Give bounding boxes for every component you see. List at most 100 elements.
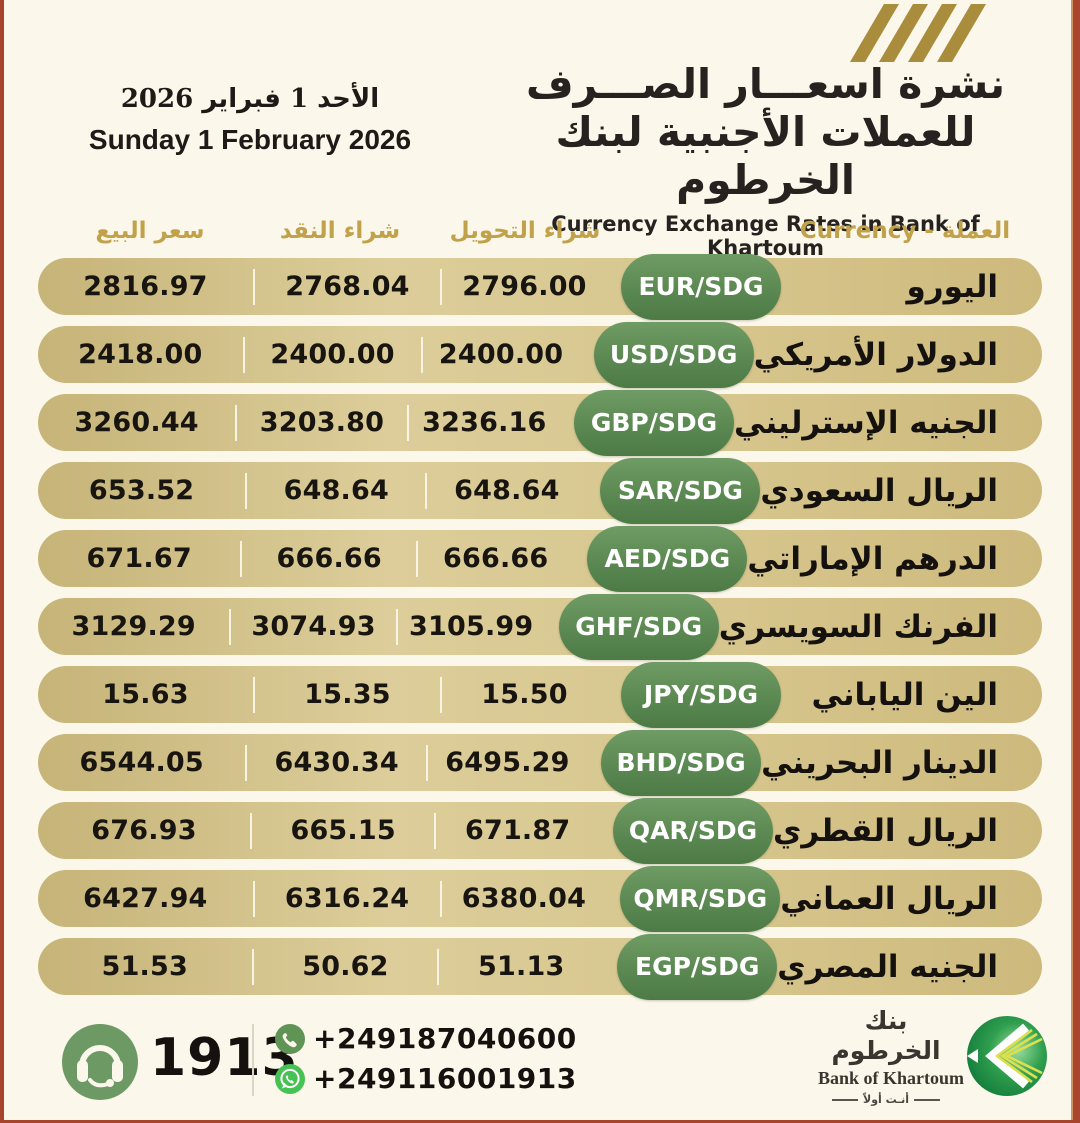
transfer-buy-value: 666.66 [443,543,549,574]
currency-code-badge: USD/SDG [593,321,754,388]
column-divider [240,540,243,577]
cash-buy-value: 15.35 [304,679,391,710]
whatsapp-number: +249116001913 [313,1062,577,1095]
table-row: 2816.97 2768.04 2796.00 EUR/SDG اليورو [38,253,1042,320]
bank-name-english: Bank of Khartoum [818,1068,965,1088]
table-row: 6544.05 6430.34 6495.29 BHD/SDG الدينار البح… [38,729,1042,796]
sell-price-value: 3129.29 [71,611,196,642]
cash-buy-value: 50.62 [302,951,389,982]
column-header-transfer-buy: شراء التحويل [449,218,601,244]
cash-buy-value: 2768.04 [285,271,410,302]
currency-code-badge: JPY/SDG [621,661,781,728]
table-row: 653.52 648.64 648.64 SAR/SDG الريال السعودي [38,457,1042,524]
column-header-currency: العملة - Currency [799,218,1011,244]
column-divider [395,608,398,645]
column-divider [235,404,238,441]
date-arabic: الأحد 1 فبراير 2026 [120,84,380,114]
transfer-buy-value: 51.13 [478,951,565,982]
transfer-buy-value: 15.50 [481,679,568,710]
column-divider [251,948,254,985]
cash-buy-value: 665.15 [290,815,396,846]
date-block: الأحد 1 فبراير 2026 Sunday 1 February 20… [55,84,445,156]
bank-name-arabic: بنك الخرطوم [831,1006,941,1065]
table-row: 15.63 15.35 15.50 JPY/SDG الين الياباني [38,661,1042,728]
sell-price-value: 2816.97 [83,271,208,302]
frame-border-left [0,0,4,1123]
column-divider [439,880,442,917]
phone-contact: +249187040600 [274,1022,577,1055]
column-divider [229,608,232,645]
title-arabic-line1: نشرة اسعـــار الصـــرف [526,60,1005,108]
column-divider [440,676,442,713]
column-divider [420,336,423,373]
hotline-headset-icon [62,1024,138,1100]
bank-tagline-text: أنـت أولاً [863,1093,909,1106]
whatsapp-icon [275,1063,305,1094]
transfer-buy-value: 6380.04 [461,883,587,914]
phone-number: +249187040600 [313,1022,577,1055]
currency-name-arabic: الدولار الأمريكي [753,336,999,373]
table-row: 6427.94 6316.24 6380.04 QMR/SDG الريال العما… [38,865,1042,932]
tagline-dash [913,1098,940,1101]
cash-buy-value: 2400.00 [270,339,395,370]
bank-logo-sphere [967,1016,1047,1096]
column-header-sell: سعر البيع [95,218,205,244]
table-row: 2418.00 2400.00 2400.00 USD/SDG الدولار الأم… [38,321,1042,388]
transfer-buy-value: 6495.29 [445,747,570,778]
column-divider [437,948,440,985]
sell-price-value: 676.93 [91,815,197,846]
cash-buy-value: 3203.80 [259,407,385,438]
currency-name-arabic: الدينار البحريني [761,744,999,781]
sell-price-value: 15.63 [102,679,189,710]
column-divider [416,540,419,577]
column-divider [406,404,409,441]
currency-name-arabic: اليورو [906,268,998,305]
frame-border-bottom [0,1120,1080,1123]
cash-buy-value: 6316.24 [284,883,410,914]
table-row: 51.53 50.62 51.13 EGP/SDG الجنيه المصري [38,933,1042,1000]
column-divider [242,336,245,373]
table-row: 676.93 665.15 671.87 QAR/SDG الريال القطري [38,797,1042,864]
frame-border-right [1071,0,1080,1123]
column-divider [425,744,428,781]
transfer-buy-value: 648.64 [454,475,560,506]
bank-logo: بنك الخرطوم Bank of Khartoum أنـت أولاً [818,1006,1050,1106]
transfer-buy-value: 3105.99 [409,611,534,642]
column-divider [434,812,437,849]
footer-divider [252,1024,254,1096]
cash-buy-value: 666.66 [276,543,382,574]
column-divider [253,268,255,305]
bulletin-title: نشرة اسعـــار الصـــرف للعملات الأجنبية … [493,60,1038,260]
rates-table-body: 2816.97 2768.04 2796.00 EUR/SDG اليورو 2418.0… [38,253,1042,1006]
currency-code-badge: QAR/SDG [613,797,774,864]
transfer-buy-value: 671.87 [464,815,571,846]
currency-name-arabic: الجنيه المصري [777,948,998,985]
currency-code-badge: EGP/SDG [617,933,778,1000]
currency-code-badge: SAR/SDG [600,457,761,524]
currency-name-arabic: الجنيه الإسترليني [734,404,998,441]
currency-code-badge: QMR/SDG [620,865,781,932]
bank-logo-text: بنك الخرطوم Bank of Khartoum أنـت أولاً [818,1006,965,1106]
currency-name-arabic: الريال القطري [773,812,999,849]
sell-price-value: 6427.94 [83,883,208,914]
currency-code-badge: GBP/SDG [574,389,735,456]
transfer-buy-value: 2796.00 [462,271,587,302]
table-row: 3260.44 3203.80 3236.16 GBP/SDG الجنيه الإست… [38,389,1042,456]
currency-name-arabic: الدرهم الإماراتي [747,540,998,577]
column-header-cash-buy: شراء النقد [279,218,401,244]
sell-price-value: 3260.44 [74,407,199,438]
column-divider [252,880,255,917]
transfer-buy-value: 3236.16 [422,407,547,438]
currency-name-arabic: الريال العماني [780,880,999,917]
date-english: Sunday 1 February 2026 [88,124,412,155]
currency-code-badge: EUR/SDG [621,253,781,320]
title-english: Currency Exchange Rates in Bank of Khart… [551,212,980,260]
bank-tagline: أنـت أولاً [818,1093,954,1106]
currency-code-badge: BHD/SDG [601,729,762,796]
gold-stripes-decoration [850,4,986,62]
currency-code-badge: GHF/SDG [558,593,719,660]
transfer-buy-value: 2400.00 [438,339,564,370]
cash-buy-value: 3074.93 [251,611,376,642]
column-divider [253,676,255,713]
currency-name-arabic: الريال السعودي [760,472,998,509]
